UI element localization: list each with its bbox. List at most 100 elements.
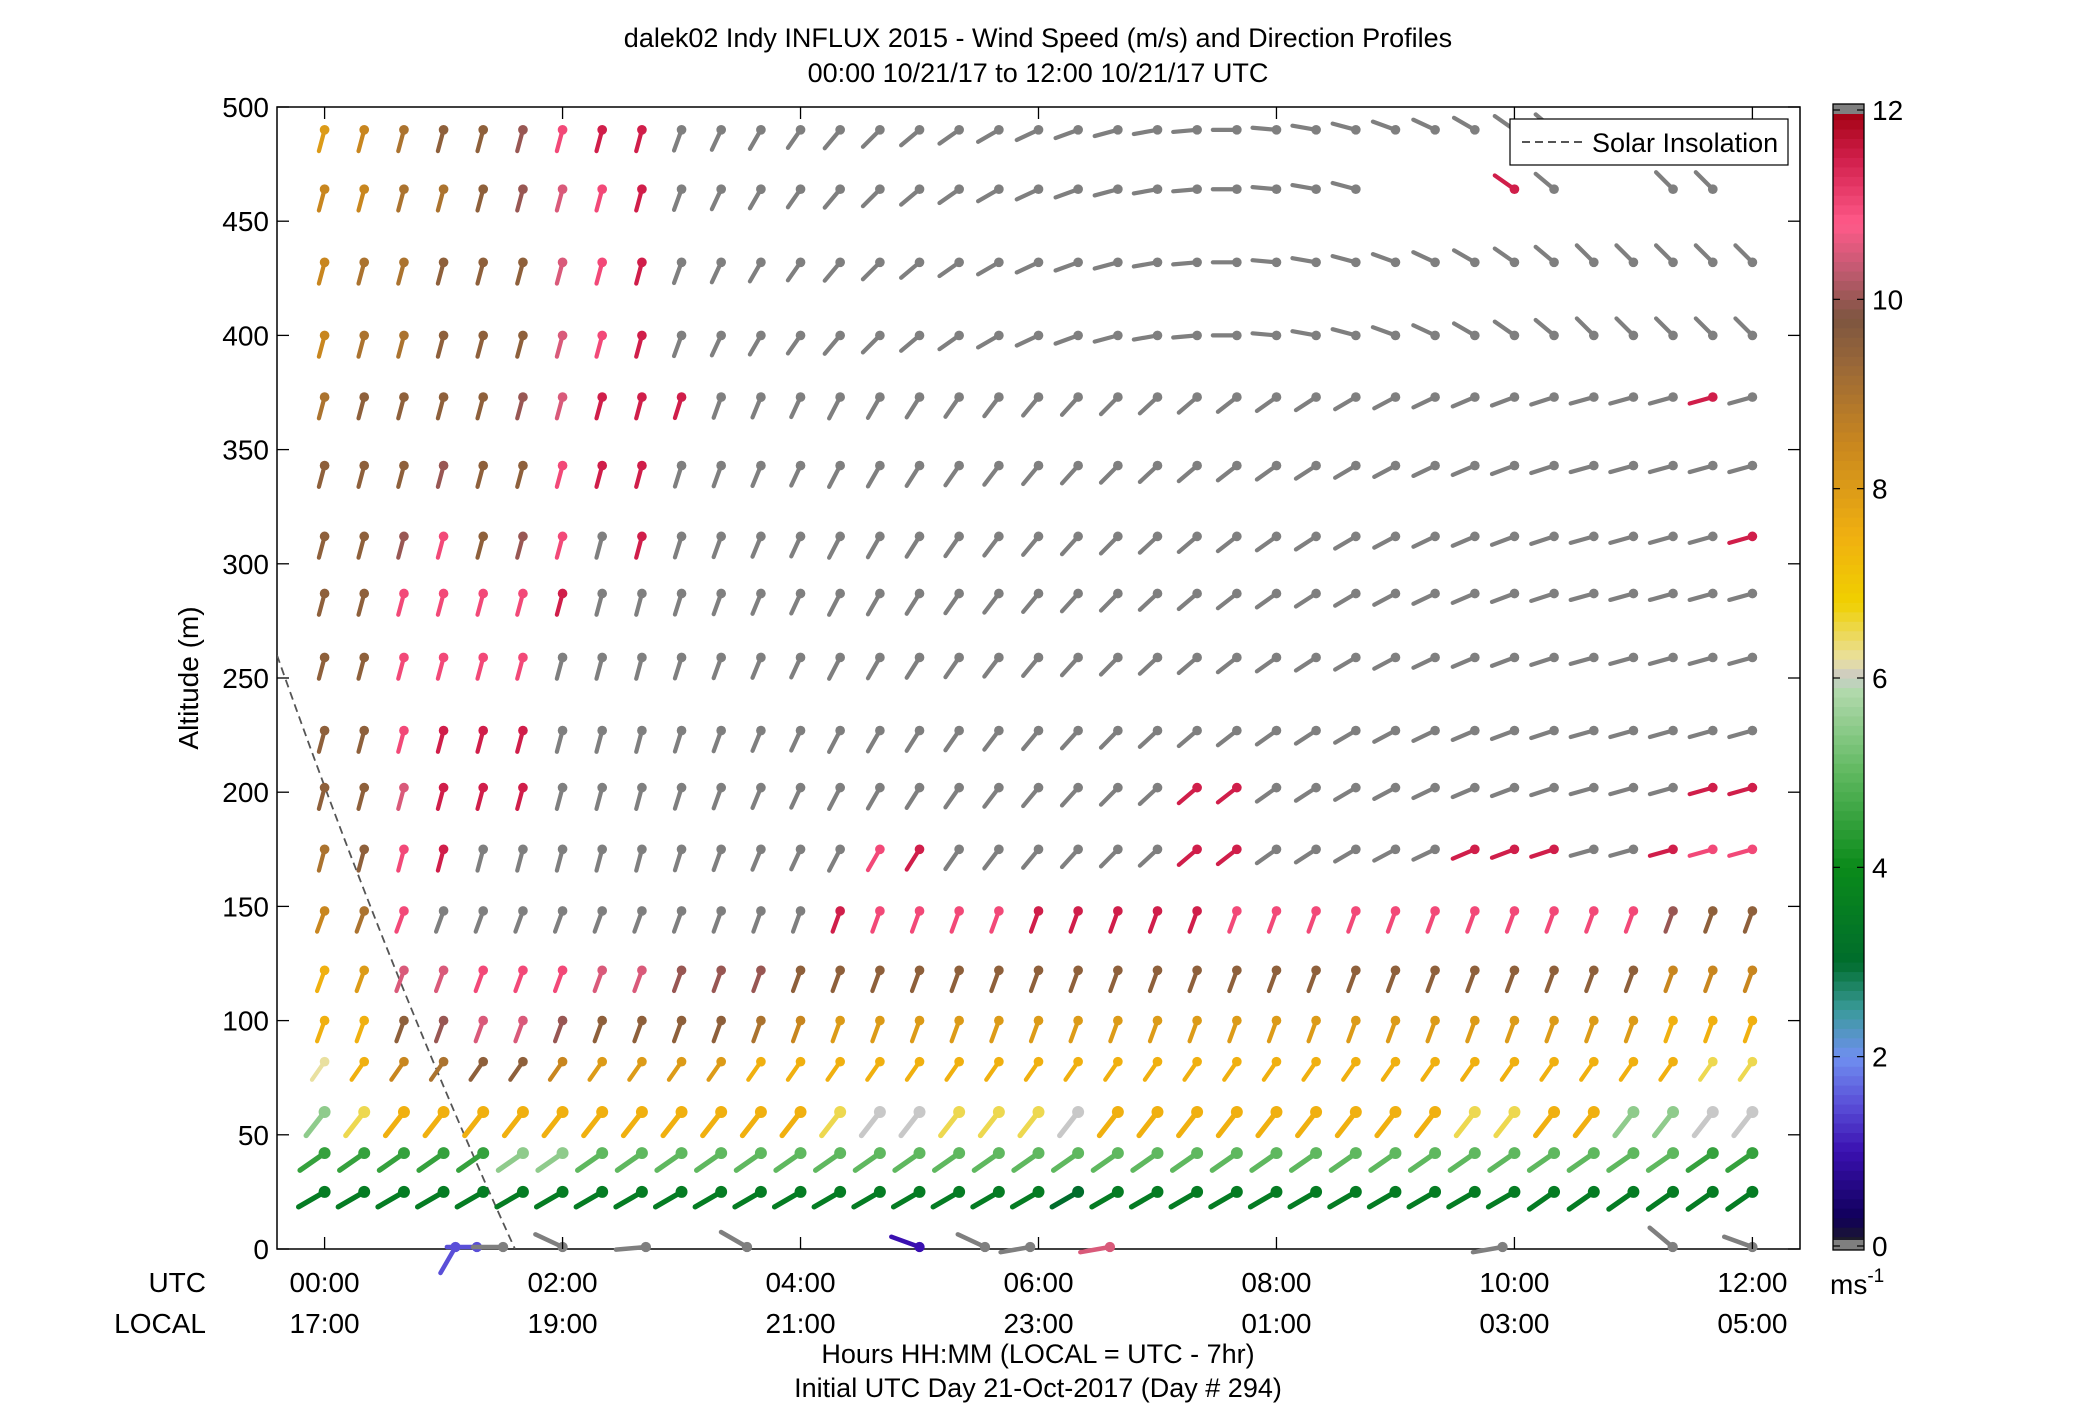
wind-barb-head <box>1152 965 1163 976</box>
wind-barb-head <box>1310 1185 1323 1198</box>
wind-barb-head <box>716 531 726 542</box>
wind-barb-head <box>1310 1147 1323 1160</box>
colorbar-tick-label: 2 <box>1872 1042 1888 1073</box>
x-tick-label-utc: 12:00 <box>1717 1267 1787 1298</box>
wind-barb-head <box>1549 906 1559 916</box>
wind-barb-head <box>954 330 964 341</box>
y-tick-label: 250 <box>222 663 269 694</box>
wind-barb-head <box>835 392 845 402</box>
wind-barb-head <box>438 782 449 793</box>
wind-barb-head <box>1270 1185 1283 1198</box>
utc-row-label: UTC <box>148 1267 206 1298</box>
wind-barb-head <box>914 460 925 471</box>
wind-barb-head <box>953 1105 966 1118</box>
wind-barb-head <box>754 1105 767 1118</box>
wind-barb-head <box>1271 392 1282 402</box>
wind-barb-head <box>1548 1147 1561 1160</box>
wind-barb-head <box>954 184 964 195</box>
wind-barb-head <box>359 965 370 976</box>
colorbar-segment <box>1833 924 1864 935</box>
x-tick-label-local: 23:00 <box>1003 1308 1073 1339</box>
wind-barb-head <box>1232 330 1242 341</box>
wind-barb-head <box>399 844 409 855</box>
wind-barb-head <box>1351 652 1361 663</box>
wind-barb-head <box>676 652 687 663</box>
wind-barb-head <box>1469 965 1480 976</box>
colorbar-segment <box>1833 886 1864 897</box>
colorbar: 0 2 4 6 8 10 12 <box>1832 95 1903 1262</box>
wind-barb-head <box>1668 257 1678 268</box>
wind-barb-head <box>518 844 528 855</box>
wind-barb-head <box>1351 257 1361 268</box>
wind-barb-head <box>835 725 845 736</box>
wind-barb-head <box>1509 965 1520 976</box>
wind-barb-head <box>1707 1015 1718 1026</box>
wind-barb-head <box>716 725 726 736</box>
wind-barb-head <box>1588 392 1599 402</box>
wind-barb-head <box>1389 1185 1402 1198</box>
wind-barb-head <box>835 1056 845 1067</box>
wind-barb-head <box>794 1147 807 1160</box>
wind-barb-head <box>873 1105 886 1118</box>
colorbar-segment <box>1833 1037 1864 1048</box>
wind-barb-head <box>1230 1185 1243 1198</box>
wind-barb-head <box>994 184 1004 195</box>
wind-barb-head <box>637 1015 647 1026</box>
wind-barb-head <box>1113 844 1123 855</box>
wind-barb-head <box>1389 1147 1402 1160</box>
colorbar-segment <box>1833 640 1864 651</box>
wind-barb-head <box>399 906 409 916</box>
wind-barb-head <box>358 1185 371 1198</box>
wind-barb-head <box>1073 725 1083 736</box>
colorbar-segment <box>1833 157 1864 168</box>
colorbar-segment <box>1833 876 1864 887</box>
wind-barb-head <box>795 392 806 402</box>
wind-barb-head <box>1747 330 1758 341</box>
wind-barb-head <box>676 844 687 855</box>
wind-barb-head <box>1628 652 1639 663</box>
wind-barb-head <box>954 588 964 599</box>
wind-barb-head <box>914 725 925 736</box>
wind-barb-head <box>358 1105 371 1118</box>
colorbar-segment <box>1833 412 1864 423</box>
wind-barb-head <box>992 1105 1005 1118</box>
wind-barb-head <box>994 1056 1004 1067</box>
colorbar-segment <box>1833 554 1864 565</box>
wind-barb-head <box>1232 1015 1242 1026</box>
wind-barb-head <box>1746 1105 1759 1118</box>
colorbar-segment <box>1833 337 1864 348</box>
wind-barb-head <box>954 531 964 542</box>
wind-barb-head <box>1588 652 1599 663</box>
wind-barb-head <box>1469 460 1480 471</box>
wind-barb-head <box>518 652 528 663</box>
wind-barb-head <box>1152 330 1163 341</box>
wind-barb-head <box>835 330 845 341</box>
wind-barb-head <box>994 392 1004 402</box>
wind-barb-head <box>1668 1056 1678 1067</box>
wind-barb-head <box>1627 1185 1640 1198</box>
colorbar-segment <box>1833 1018 1864 1029</box>
wind-barb-head <box>1311 906 1321 916</box>
wind-barb-head <box>597 965 608 976</box>
wind-barb-head <box>557 844 568 855</box>
wind-barb-head <box>994 965 1004 976</box>
wind-barb-head <box>1072 1105 1085 1118</box>
wind-barb-head <box>1311 965 1321 976</box>
wind-barb-head <box>1746 1185 1759 1198</box>
wind-barb-head <box>1271 588 1282 599</box>
colorbar-segment <box>1833 1056 1864 1067</box>
wind-barb-head <box>994 531 1004 542</box>
colorbar-segment <box>1833 261 1864 272</box>
y-tick-label: 300 <box>222 549 269 580</box>
wind-barb-head <box>319 725 330 736</box>
wind-barb-head <box>319 1015 330 1026</box>
wind-barb-head <box>954 844 964 855</box>
wind-barb-head <box>795 782 806 793</box>
wind-barb-head <box>994 125 1004 135</box>
x-tick-label-utc: 06:00 <box>1003 1267 1073 1298</box>
wind-barb-head <box>1033 782 1044 793</box>
colorbar-tick-label: 4 <box>1872 852 1888 883</box>
wind-barb-head <box>1033 906 1044 916</box>
wind-barb-head <box>1497 1241 1508 1253</box>
y-tick-label: 450 <box>222 206 269 237</box>
